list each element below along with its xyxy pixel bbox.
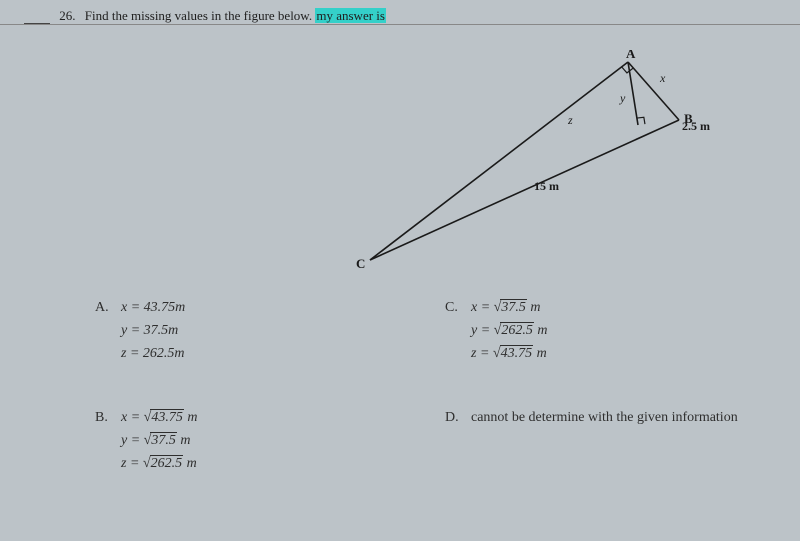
svg-text:z: z [567, 113, 573, 127]
question-row: 26. Find the missing values in the figur… [24, 8, 386, 24]
svg-text:2.5 m: 2.5 m [682, 119, 710, 133]
option-letter: B. [95, 410, 108, 426]
equation-line: x = 43.75m [121, 300, 185, 316]
option-letter: C. [445, 300, 458, 316]
equation-line: z = 262.5 m [121, 456, 197, 472]
option-lines: x = 37.5 m y = 262.5 m z = 43.75 m [471, 300, 547, 369]
svg-text:A: A [626, 50, 636, 61]
triangle-figure: ABCxyz2.5 m15 m [340, 50, 720, 280]
option-letter: D. [445, 410, 459, 426]
equation-line: x = 43.75 m [121, 410, 197, 426]
answer-blank[interactable] [24, 23, 50, 24]
equation-line: y = 262.5 m [471, 323, 547, 339]
option-lines: x = 43.75m y = 37.5m z = 262.5m [121, 300, 185, 369]
user-answer-highlight[interactable]: my answer is [315, 8, 386, 23]
equation-line: z = 43.75 m [471, 346, 547, 362]
svg-text:y: y [619, 91, 626, 105]
equation-line: x = 37.5 m [471, 300, 547, 316]
svg-text:15 m: 15 m [534, 179, 559, 193]
svg-text:C: C [356, 256, 365, 271]
option-letter: A. [95, 300, 109, 316]
svg-text:x: x [659, 71, 666, 85]
equation-line: y = 37.5m [121, 323, 185, 339]
option-text: cannot be determine with the given infor… [471, 410, 731, 426]
header-rule [0, 24, 800, 25]
question-prompt: Find the missing values in the figure be… [85, 8, 312, 23]
question-number: 26. [59, 8, 75, 23]
equation-line: y = 37.5 m [121, 433, 197, 449]
option-lines: cannot be determine with the given infor… [471, 410, 731, 433]
worksheet-page: 26. Find the missing values in the figur… [0, 0, 800, 541]
equation-line: z = 262.5m [121, 346, 185, 362]
option-lines: x = 43.75 m y = 37.5 m z = 262.5 m [121, 410, 197, 479]
